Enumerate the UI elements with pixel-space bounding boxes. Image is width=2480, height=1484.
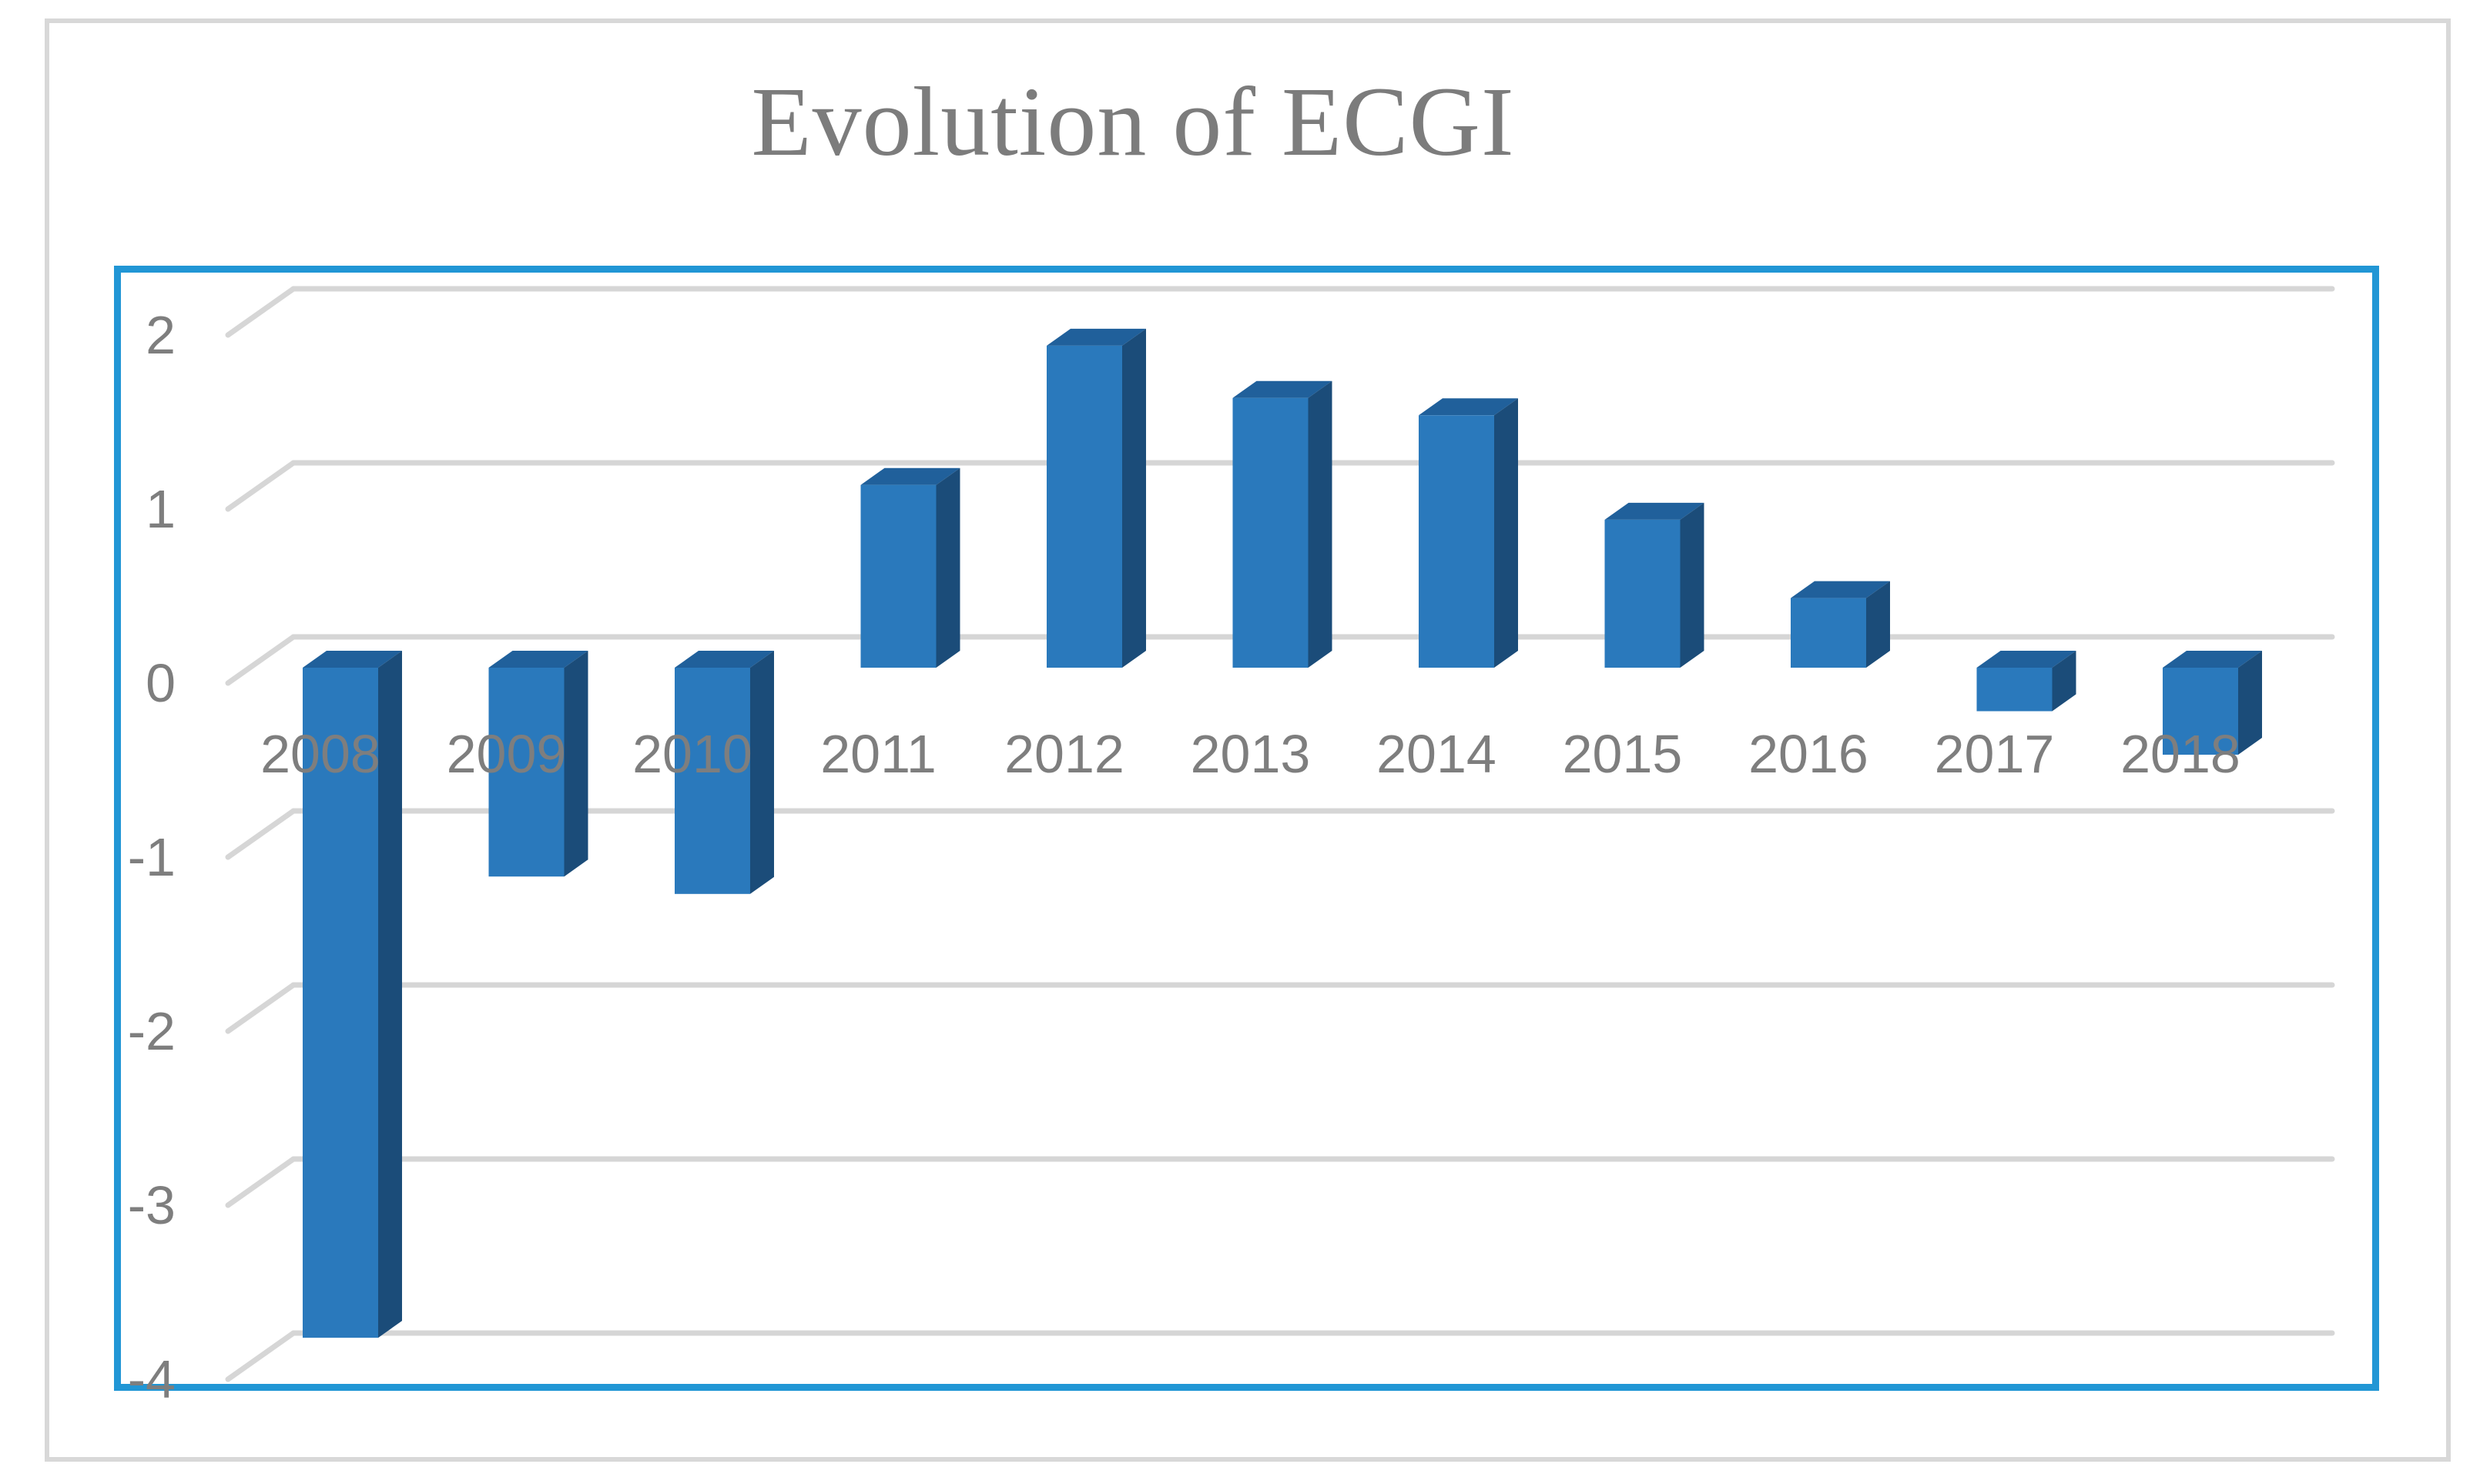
bar-2014-top xyxy=(1419,398,1518,416)
x-axis-label-2008: 2008 xyxy=(260,724,380,784)
x-axis-label-2016: 2016 xyxy=(1748,724,1868,784)
bar-2009-top xyxy=(488,651,588,668)
bar-2017 xyxy=(1976,668,2053,712)
plot-border xyxy=(114,266,2379,1391)
bar-2008-side xyxy=(378,651,402,1338)
gridline-side--2 xyxy=(225,982,297,1034)
x-axis-label-2013: 2013 xyxy=(1191,724,1311,784)
bar-2015 xyxy=(1604,519,1681,668)
x-axis-label-2009: 2009 xyxy=(447,724,567,784)
y-axis-label-0: 0 xyxy=(146,653,176,713)
bar-2017-side xyxy=(2052,651,2076,712)
y-axis-label--3: -3 xyxy=(128,1175,176,1235)
bar-2012 xyxy=(1047,345,1122,668)
y-axis-label--2: -2 xyxy=(128,1001,176,1061)
bar-2015-top xyxy=(1604,502,1704,520)
bar-2017-top xyxy=(1976,651,2076,668)
x-axis-label-2012: 2012 xyxy=(1004,724,1124,784)
bar-2011-side xyxy=(936,467,960,668)
bar-2011 xyxy=(860,484,937,668)
bar-2013-top xyxy=(1232,380,1332,398)
bar-2016 xyxy=(1791,598,1866,668)
bar-2010 xyxy=(675,668,750,894)
y-axis-label-1: 1 xyxy=(146,479,176,539)
gridline-side--4 xyxy=(225,1330,297,1382)
x-axis-label-2010: 2010 xyxy=(632,724,752,784)
bar-2014-side xyxy=(1494,398,1518,668)
bar-2010-top xyxy=(675,651,774,668)
bar-2016-top xyxy=(1791,581,1890,598)
gridline-side--1 xyxy=(225,808,297,860)
bar-2013-side xyxy=(1308,380,1332,668)
x-axis-label-2011: 2011 xyxy=(820,724,937,784)
x-axis-label-2018: 2018 xyxy=(2120,724,2240,784)
x-axis-label-2014: 2014 xyxy=(1376,724,1496,784)
bar-2016-side xyxy=(1866,581,1890,668)
bar-2012-top xyxy=(1047,328,1146,346)
y-axis-label-2: 2 xyxy=(146,305,176,365)
x-axis-label-2015: 2015 xyxy=(1563,724,1683,784)
gridline-side--3 xyxy=(225,1156,297,1208)
bar-2018 xyxy=(2163,668,2238,755)
bar-2014 xyxy=(1419,415,1494,668)
x-axis-label-2017: 2017 xyxy=(1935,724,2055,784)
bar-2008 xyxy=(303,668,378,1338)
bar-2011-top xyxy=(860,467,960,485)
figure-frame xyxy=(45,18,2451,1462)
y-axis-label--4: -4 xyxy=(128,1349,176,1409)
chart-title: Evolution of ECGI xyxy=(751,67,1515,176)
bar-2010-side xyxy=(750,651,774,894)
gridline-side-0 xyxy=(225,634,297,686)
bar-2018-side xyxy=(2238,651,2262,755)
bar-2013 xyxy=(1232,397,1309,668)
bar-2012-side xyxy=(1122,328,1146,668)
gridline-side-1 xyxy=(225,460,297,512)
bar-2009-side xyxy=(564,651,588,877)
gridline-side-2 xyxy=(225,286,297,338)
bar-2009 xyxy=(488,668,565,877)
y-axis-label--1: -1 xyxy=(128,827,176,887)
bar-2015-side xyxy=(1680,502,1704,668)
bar-2008-top xyxy=(303,651,402,668)
bar-2018-top xyxy=(2163,651,2262,668)
